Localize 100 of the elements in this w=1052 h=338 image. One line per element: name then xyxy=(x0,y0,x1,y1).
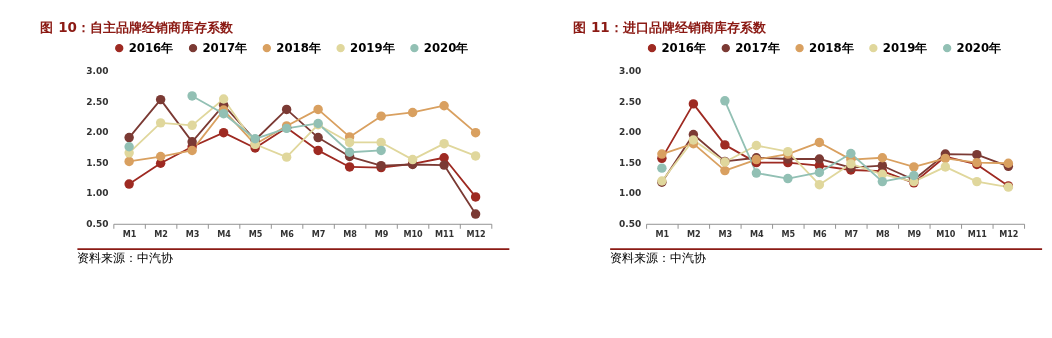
point xyxy=(376,145,386,156)
x-tick-label: M6 xyxy=(280,228,295,239)
point xyxy=(814,179,825,190)
y-tick-label: 1.50 xyxy=(86,157,109,168)
point xyxy=(972,176,982,187)
x-tick-label: M9 xyxy=(907,228,922,239)
point xyxy=(344,137,355,148)
x-tick-label: M4 xyxy=(217,228,232,239)
point xyxy=(470,192,481,202)
legend-label: 2017年 xyxy=(735,40,780,55)
point xyxy=(814,167,825,178)
point xyxy=(470,209,481,219)
point xyxy=(281,152,292,162)
point xyxy=(218,94,229,104)
x-tick-label: M3 xyxy=(185,228,200,239)
point xyxy=(720,96,730,106)
point xyxy=(1003,158,1014,168)
x-tick-label: M12 xyxy=(466,228,486,239)
text: 资料来源：中汽协 xyxy=(610,250,707,265)
point xyxy=(909,162,919,172)
x-tick-label: M11 xyxy=(434,228,455,239)
point xyxy=(909,170,919,181)
x-tick-label: M5 xyxy=(248,228,263,239)
x-tick-label: M2 xyxy=(154,228,168,239)
point xyxy=(124,132,134,143)
y-tick-label: 0.50 xyxy=(86,218,109,229)
point xyxy=(439,160,449,170)
point xyxy=(407,154,418,165)
point xyxy=(783,173,793,184)
point xyxy=(218,127,229,138)
point xyxy=(187,91,197,101)
point xyxy=(877,176,888,187)
x-tick-label: M2 xyxy=(687,228,701,239)
x-tick-label: M4 xyxy=(749,228,765,239)
x-tick-label: M10 xyxy=(936,228,956,239)
text: 资料来源：中汽协 xyxy=(77,250,174,265)
point xyxy=(688,99,699,109)
point xyxy=(972,149,982,160)
x-tick-label: M8 xyxy=(343,228,358,239)
y-tick-label: 0.50 xyxy=(619,218,642,229)
point xyxy=(376,137,386,148)
point xyxy=(877,153,888,163)
point xyxy=(187,137,197,147)
y-tick-label: 2.50 xyxy=(86,96,109,107)
point xyxy=(313,132,323,143)
point xyxy=(657,163,667,173)
x-tick-label: M11 xyxy=(967,228,988,239)
point xyxy=(877,161,888,171)
point xyxy=(439,138,449,149)
y-tick-label: 2.00 xyxy=(86,127,109,138)
x-tick-label: M3 xyxy=(718,228,733,239)
x-tick-label: M9 xyxy=(374,228,389,239)
point xyxy=(751,140,762,151)
point xyxy=(470,127,481,138)
point xyxy=(313,104,323,115)
point xyxy=(187,120,197,131)
legend-label: 2019年 xyxy=(882,40,928,55)
point xyxy=(720,140,730,150)
point xyxy=(155,151,166,162)
y-tick-label: 1.00 xyxy=(619,188,642,199)
point xyxy=(720,165,730,176)
x-tick-label: M7 xyxy=(311,228,326,239)
point xyxy=(124,156,134,167)
point xyxy=(281,104,292,115)
x-tick-label: M5 xyxy=(781,228,796,239)
point xyxy=(814,137,825,148)
point xyxy=(846,159,856,169)
point xyxy=(940,162,951,172)
y-tick-label: 3.00 xyxy=(86,66,109,77)
y-tick-label: 1.00 xyxy=(86,188,109,199)
point xyxy=(124,142,134,152)
x-tick-label: M6 xyxy=(812,228,828,239)
point xyxy=(657,149,667,159)
chart-title: 图 11：进口品牌经销商库存系数 xyxy=(573,19,767,36)
chart-title: 图 10：自主品牌经销商库存系数 xyxy=(40,19,234,36)
x-tick-label: M12 xyxy=(999,228,1019,239)
x-tick-label: M1 xyxy=(122,228,137,239)
point xyxy=(187,145,197,156)
point xyxy=(155,118,166,128)
point xyxy=(218,108,229,119)
legend-label: 2016年 xyxy=(661,40,706,55)
point xyxy=(124,179,134,189)
x-tick-label: M8 xyxy=(875,228,891,239)
y-tick-label: 2.00 xyxy=(619,127,642,138)
point xyxy=(751,168,762,178)
x-tick-label: M1 xyxy=(655,228,670,239)
point xyxy=(846,148,856,159)
legend-label: 2018年 xyxy=(276,40,321,55)
x-tick-label: M7 xyxy=(844,228,859,239)
point xyxy=(344,147,355,157)
point xyxy=(688,135,699,145)
legend-label: 2017年 xyxy=(202,40,248,55)
y-tick-label: 2.50 xyxy=(619,96,642,107)
legend-label: 2018年 xyxy=(809,40,854,55)
legend-label: 2016年 xyxy=(128,40,174,55)
point xyxy=(155,94,166,105)
x-tick-label: M10 xyxy=(403,228,424,239)
point xyxy=(344,162,355,172)
y-tick-label: 1.50 xyxy=(619,157,642,168)
legend-label: 2020年 xyxy=(956,40,1002,55)
